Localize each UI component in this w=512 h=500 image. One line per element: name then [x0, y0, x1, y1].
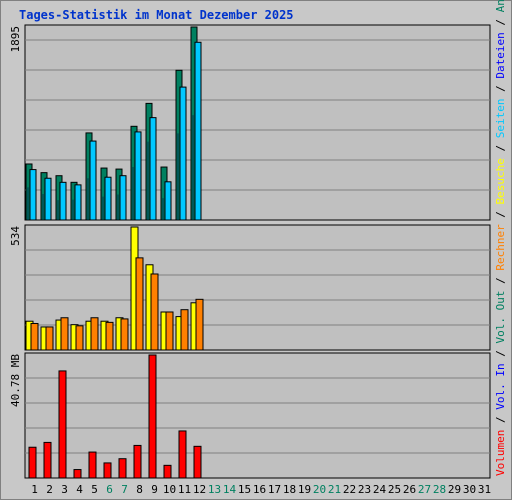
bar-dateien	[194, 41, 202, 221]
bar-rechner	[75, 325, 84, 351]
day-label: 28	[433, 483, 446, 496]
day-label: 14	[223, 483, 237, 496]
bar-dateien	[149, 117, 157, 221]
bar-rechner	[45, 326, 54, 351]
bar-volumen	[103, 462, 112, 479]
day-label: 7	[121, 483, 128, 496]
bar-rechner	[165, 311, 174, 351]
bar-volumen	[178, 430, 187, 479]
bar-dateien	[44, 177, 52, 221]
legend-separator: /	[494, 271, 507, 291]
legend-entry: Besuche	[494, 158, 507, 204]
bar-dateien	[59, 181, 67, 221]
bar-dateien	[74, 184, 82, 221]
day-label: 15	[238, 483, 251, 496]
day-label: 25	[388, 483, 401, 496]
bar-rechner	[90, 317, 99, 351]
day-label: 24	[373, 483, 387, 496]
legend-separator: /	[494, 204, 507, 224]
legend-entry: Anfragen	[494, 0, 507, 12]
bar-volumen	[43, 441, 52, 479]
legend-entry: Seiten	[494, 98, 507, 138]
bar-dateien	[104, 176, 112, 221]
bar-volumen	[193, 445, 202, 479]
day-label: 31	[478, 483, 491, 496]
bar-dateien	[179, 86, 187, 221]
day-label: 17	[268, 483, 281, 496]
max-value-label-bottom: 40.78 MB	[9, 354, 22, 407]
day-label: 12	[193, 483, 206, 496]
day-label: 18	[283, 483, 296, 496]
day-label: 23	[358, 483, 371, 496]
bar-volumen	[28, 446, 37, 479]
bar-volumen	[118, 458, 127, 479]
bar-rechner	[135, 257, 144, 351]
bar-rechner	[195, 298, 204, 351]
day-label: 4	[76, 483, 83, 496]
day-label: 9	[151, 483, 158, 496]
day-label: 22	[343, 483, 356, 496]
bar-rechner	[180, 309, 189, 351]
bar-volumen	[88, 451, 97, 479]
day-label: 10	[163, 483, 176, 496]
day-label: 29	[448, 483, 461, 496]
bar-volumen	[163, 464, 172, 479]
bar-dateien	[164, 181, 172, 221]
bar-rechner	[105, 321, 114, 351]
bar-dateien	[89, 140, 97, 221]
legend-entry: Volumen	[494, 430, 507, 476]
legend-separator: /	[494, 344, 507, 364]
legend-entry: Vol. In	[494, 363, 507, 409]
day-label: 21	[328, 483, 341, 496]
day-label: 20	[313, 483, 326, 496]
legend-separator: /	[494, 12, 507, 32]
legend-entry: Vol. Out	[494, 291, 507, 344]
day-label: 26	[403, 483, 416, 496]
bar-dateien	[29, 169, 37, 221]
day-label: 5	[91, 483, 98, 496]
bar-dateien	[119, 175, 127, 221]
bar-rechner	[60, 317, 69, 351]
day-label: 1	[31, 483, 38, 496]
bar-volumen	[58, 370, 67, 479]
day-label: 8	[136, 483, 143, 496]
day-label: 16	[253, 483, 266, 496]
day-label: 3	[61, 483, 68, 496]
bar-dateien	[134, 131, 142, 221]
legend-separator: /	[494, 79, 507, 99]
legend: Volumen / Vol. In / Vol. Out / Rechner /…	[494, 0, 507, 476]
bar-volumen	[148, 354, 157, 479]
plot-area-bottom	[24, 352, 491, 479]
day-label: 27	[418, 483, 431, 496]
bar-rechner	[120, 318, 129, 351]
bar-volumen	[73, 469, 82, 479]
day-label: 11	[178, 483, 191, 496]
day-label: 2	[46, 483, 53, 496]
max-value-label-middle: 534	[9, 226, 22, 246]
day-label: 19	[298, 483, 311, 496]
day-label: 6	[106, 483, 113, 496]
legend-entry: Dateien	[494, 32, 507, 78]
bar-volumen	[133, 444, 142, 479]
bar-rechner	[150, 273, 159, 351]
max-value-label-top: 1895	[9, 26, 22, 53]
legend-separator: /	[494, 410, 507, 430]
day-label: 13	[208, 483, 221, 496]
chart-title: Tages-Statistik im Monat Dezember 2025	[19, 8, 294, 22]
bar-rechner	[30, 323, 39, 351]
legend-separator: /	[494, 138, 507, 158]
day-label: 30	[463, 483, 476, 496]
legend-entry: Rechner	[494, 224, 507, 271]
